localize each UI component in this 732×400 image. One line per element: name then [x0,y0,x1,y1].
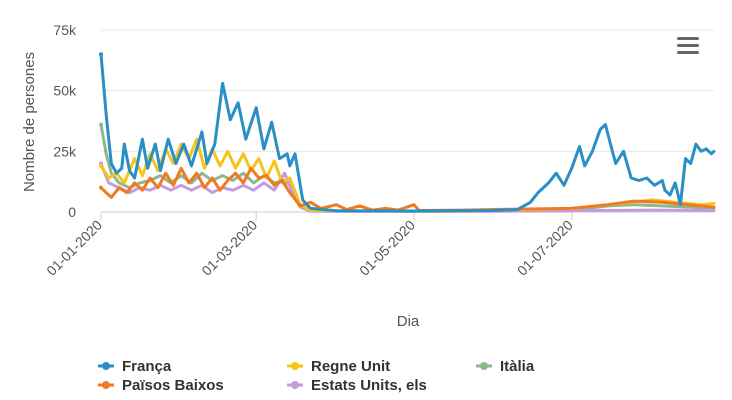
legend-item[interactable]: Itàlia [476,358,535,375]
legend: França Regne Unit Itàlia Països Baixos Estat… [98,358,535,394]
legend-swatch-marker [480,362,488,370]
y-axis-ticks: 0 25k 50k 75k [53,22,77,220]
legend-swatch-marker [102,381,110,389]
series-line [99,137,716,213]
legend-item[interactable]: França [98,358,172,375]
series-lines [99,52,716,213]
series-line [99,52,716,213]
x-tick-label: 01-03-2020 [198,217,260,279]
legend-item[interactable]: Estats Units, els [287,377,427,394]
legend-label: Estats Units, els [311,377,427,394]
series-point [99,122,103,127]
y-tick-label: 50k [53,83,77,99]
grid-lines [101,29,714,213]
y-axis-title: Nombre de persones [21,52,38,192]
series-point [99,163,103,168]
series-point [99,185,103,190]
legend-label: França [122,358,172,375]
x-tick-label: 01-05-2020 [356,217,418,279]
x-axis: 01-01-2020 01-03-2020 01-05-2020 01-07-2020 [43,211,714,279]
x-axis-title: Dia [397,313,420,330]
legend-label: Regne Unit [311,358,390,375]
series-point [99,52,103,57]
y-tick-label: 25k [53,143,77,159]
series-line [99,123,716,213]
hamburger-menu-icon[interactable] [674,34,702,58]
legend-label: Països Baixos [122,377,224,394]
legend-item[interactable]: Regne Unit [287,358,390,375]
legend-item[interactable]: Països Baixos [98,377,224,394]
legend-label: Itàlia [500,358,535,375]
y-tick-label: 0 [68,204,76,220]
legend-swatch-marker [291,362,299,370]
x-tick-label: 01-07-2020 [514,217,576,279]
x-tick-label: 01-01-2020 [43,217,105,279]
legend-swatch-marker [291,381,299,389]
y-tick-label: 75k [53,22,77,38]
legend-swatch-marker [102,362,110,370]
